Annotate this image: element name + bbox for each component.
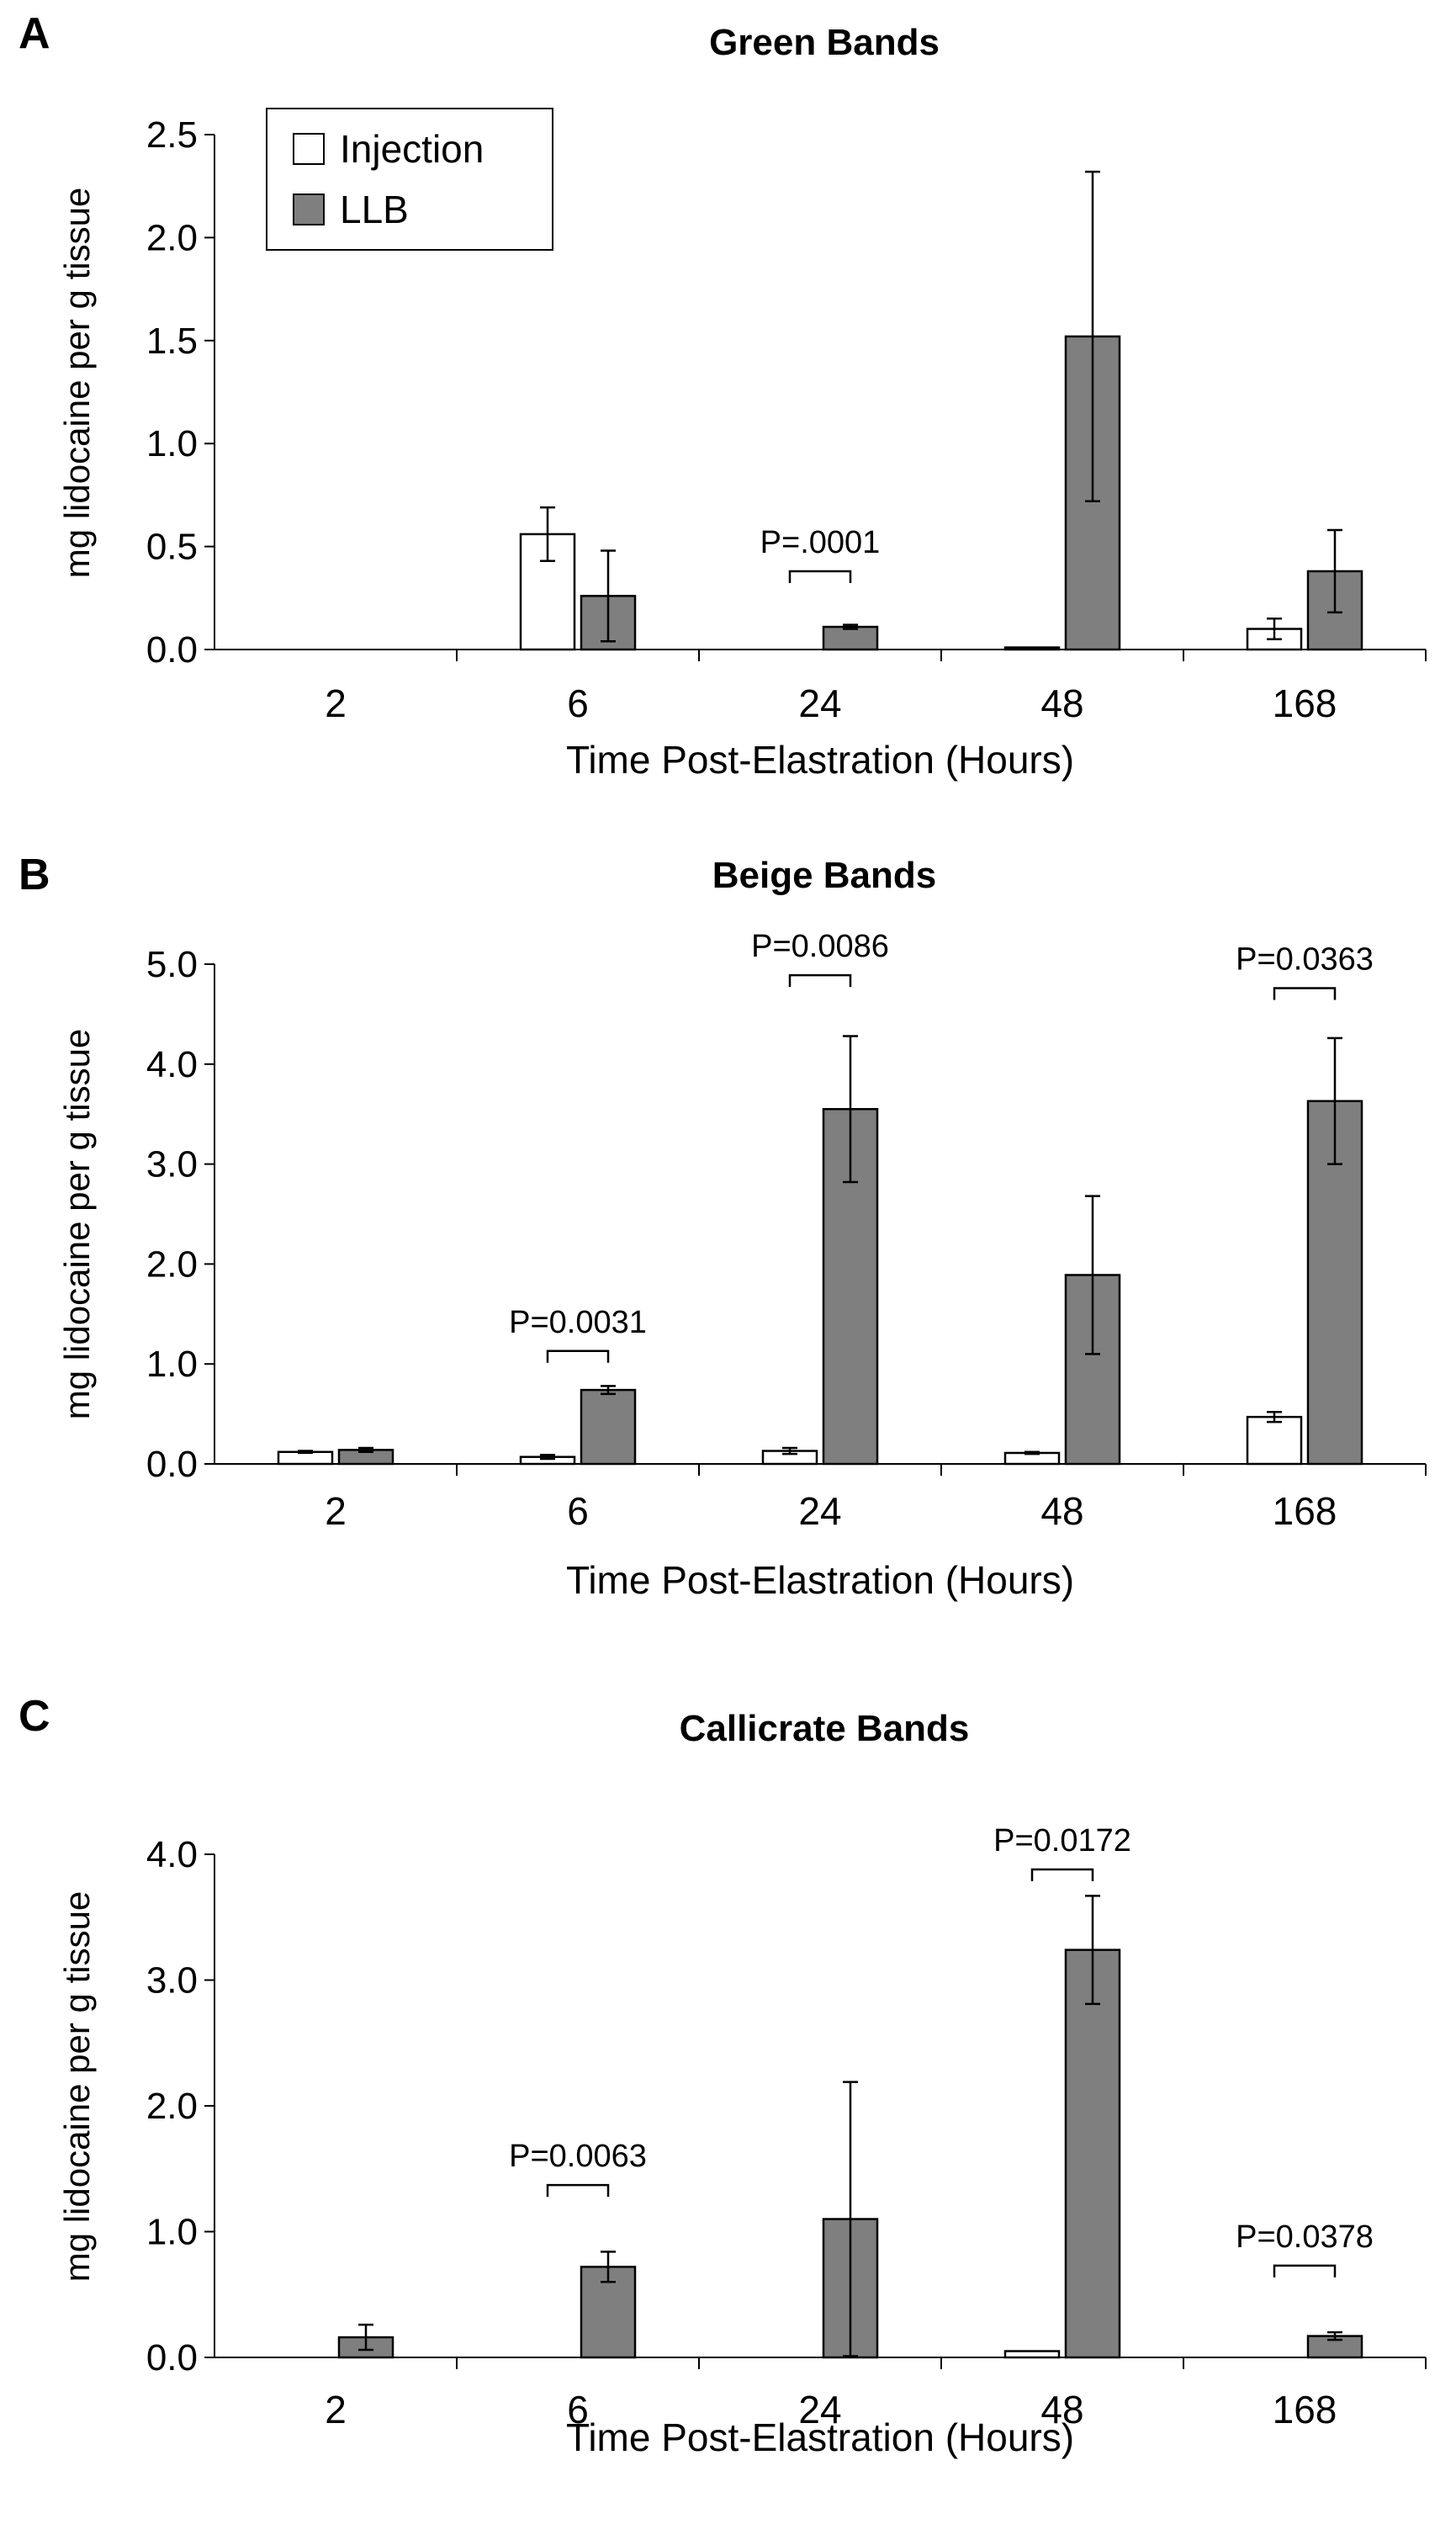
significance-bracket — [546, 1349, 610, 1363]
x-tick-label: 24 — [798, 681, 841, 725]
bar-llb-48 — [1064, 1949, 1121, 2359]
panel-letter: C — [19, 1692, 50, 1741]
chart-panel-a: A Green Bands mg lidocaine per g tissue … — [0, 0, 1456, 841]
y-tick-label: 0.0 — [146, 1444, 198, 1485]
significance-bracket — [1273, 2264, 1337, 2277]
x-tick-label: 48 — [1040, 681, 1083, 725]
y-tick-label: 1.0 — [146, 2212, 198, 2253]
significance-bracket — [546, 2183, 610, 2198]
y-tick-label: 0.0 — [146, 629, 198, 671]
p-value-label: P=0.0031 — [509, 1305, 647, 1340]
y-tick-label: 4.0 — [146, 1834, 198, 1875]
y-tick-label: 0.0 — [146, 2337, 198, 2378]
significance-bracket — [1273, 987, 1337, 1000]
legend-swatch-injection — [293, 133, 325, 165]
panel-letter: B — [19, 851, 50, 899]
chart-title: Green Bands — [709, 22, 940, 63]
panel-letter: A — [19, 9, 50, 58]
y-tick-label: 0.5 — [146, 527, 198, 568]
x-tick-label: 48 — [1040, 2388, 1083, 2431]
y-tick-label: 5.0 — [146, 944, 198, 985]
legend-label: LLB — [340, 188, 409, 231]
legend: Injection LLB — [266, 108, 553, 251]
chart-panel-b: B Beige Bands mg lidocaine per g tissue … — [0, 841, 1456, 1683]
x-tick-label: 24 — [798, 1489, 841, 1533]
x-tick-label: 168 — [1273, 2388, 1337, 2431]
p-value-label: P=0.0172 — [993, 1823, 1131, 1859]
y-tick-label: 1.0 — [146, 1344, 198, 1385]
p-value-label: P=0.0378 — [1236, 2219, 1374, 2255]
legend-item-llb: LLB — [293, 188, 409, 231]
y-tick-label: 1.0 — [146, 423, 198, 464]
chart-plot: 0.0 1.0 2.0 3.0 4.0 2 6 24 48 168 P=0.0063 P=0.0172… — [146, 1823, 1427, 2431]
legend-swatch-llb — [293, 194, 325, 225]
chart-title: Callicrate Bands — [679, 1708, 970, 1749]
p-value-label: P=.0001 — [760, 525, 881, 560]
chart-title: Beige Bands — [712, 855, 937, 896]
x-tick-label: 2 — [325, 681, 347, 725]
bar-llb-6 — [580, 1388, 637, 1466]
bar-llb-24 — [822, 625, 879, 651]
y-tick-label: 2.0 — [146, 2086, 198, 2127]
x-axis-label: Time Post-Elastration (Hours) — [565, 1558, 1075, 1602]
significance-bracket — [788, 570, 852, 583]
significance-bracket — [1030, 1868, 1094, 1881]
chart-panel-c: C Callicrate Bands mg lidocaine per g ti… — [0, 1683, 1456, 2524]
y-tick-label: 3.0 — [146, 1960, 198, 2002]
legend-item-injection: Injection — [293, 127, 484, 171]
x-axis-label: Time Post-Elastration (Hours) — [565, 2415, 1075, 2459]
x-tick-label: 6 — [567, 2388, 589, 2431]
x-tick-label: 168 — [1273, 681, 1337, 725]
y-tick-label: 1.5 — [146, 321, 198, 362]
y-tick-label: 2.5 — [146, 114, 198, 156]
significance-bracket — [788, 973, 852, 988]
y-tick-label: 2.0 — [146, 217, 198, 258]
p-value-label: P=0.0363 — [1236, 942, 1374, 978]
x-tick-label: 168 — [1273, 1489, 1337, 1533]
legend-label: Injection — [340, 127, 484, 171]
y-tick-label: 4.0 — [146, 1044, 198, 1085]
x-tick-label: 6 — [567, 681, 589, 725]
chart-plot: 0.0 1.0 2.0 3.0 4.0 5.0 2 6 24 48 168 P=0.0031 P=0.0… — [146, 929, 1427, 1533]
x-tick-label: 24 — [798, 2388, 841, 2431]
p-value-label: P=0.0086 — [751, 929, 889, 964]
chart-plot: 0.0 0.5 1.0 1.5 2.0 2.5 2 6 24 48 168 P=.0001 — [146, 114, 1427, 725]
x-tick-label: 2 — [325, 1489, 347, 1533]
x-axis-label: Time Post-Elastration (Hours) — [565, 738, 1075, 782]
y-tick-label: 2.0 — [146, 1243, 198, 1285]
p-value-label: P=0.0063 — [509, 2139, 647, 2174]
x-tick-label: 48 — [1040, 1489, 1083, 1533]
bar-injection-48 — [1003, 2350, 1061, 2359]
x-tick-label: 6 — [567, 1489, 589, 1533]
bar-injection-168 — [1246, 1415, 1303, 1466]
x-tick-label: 2 — [325, 2388, 347, 2431]
y-tick-label: 3.0 — [146, 1144, 198, 1185]
